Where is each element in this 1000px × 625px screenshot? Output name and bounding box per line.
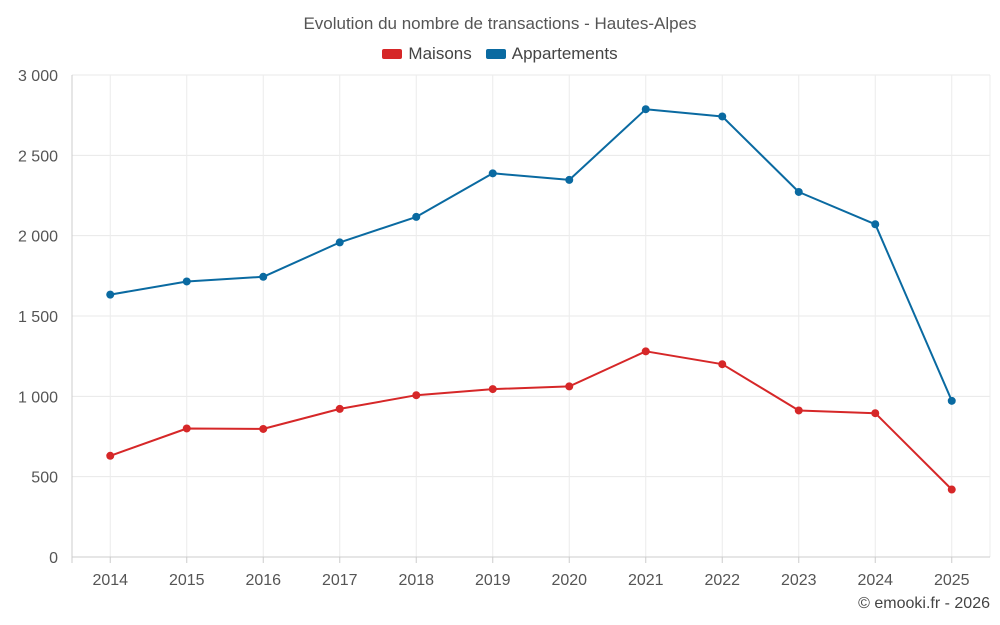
data-point-appartements <box>412 212 421 221</box>
data-point-appartements <box>488 169 497 178</box>
series-line-maisons <box>109 350 953 491</box>
x-tick-label: 2018 <box>398 572 434 589</box>
data-point-maisons <box>488 385 497 394</box>
series-line-appartements <box>110 108 953 402</box>
y-tick-label: 0 <box>49 550 58 567</box>
data-point-appartements <box>335 238 344 247</box>
data-point-maisons <box>718 360 727 369</box>
x-tick-label: 2020 <box>551 572 587 589</box>
x-tick-label: 2016 <box>245 572 281 589</box>
chart-title: Evolution du nombre de transactions - Ha… <box>303 14 697 33</box>
data-point-appartements <box>106 290 115 299</box>
x-tick-label: 2023 <box>781 572 817 589</box>
legend-label-appartements: Appartements <box>511 44 618 63</box>
data-point-maisons <box>259 424 268 433</box>
grid-lines <box>72 74 991 557</box>
y-tick-label: 2 000 <box>18 229 58 246</box>
data-point-maisons <box>641 347 650 356</box>
data-point-maisons <box>106 451 115 460</box>
axes: 0 500 1 000 1 500 2 000 2 500 3 000 2014 2015 201… <box>18 68 990 589</box>
legend-item-appartements[interactable]: Appartements <box>485 44 618 64</box>
x-tick-label: 2021 <box>628 572 664 589</box>
data-point-appartements <box>641 105 650 114</box>
legend-label-maisons: Maisons <box>408 44 472 63</box>
x-tick-label: 2025 <box>934 572 970 589</box>
y-tick-label: 3 000 <box>18 68 58 85</box>
y-tick-label: 500 <box>31 470 58 487</box>
data-point-maisons <box>794 406 803 415</box>
series-group <box>106 105 956 494</box>
data-point-maisons <box>335 404 344 413</box>
data-point-appartements <box>259 272 268 281</box>
data-point-appartements <box>565 175 574 184</box>
x-tick-label: 2017 <box>322 572 358 589</box>
data-point-appartements <box>794 187 803 196</box>
data-point-appartements <box>182 277 191 286</box>
legend: Maisons Appartements <box>0 44 1000 64</box>
data-point-maisons <box>871 409 880 418</box>
x-tick-label: 2024 <box>857 572 893 589</box>
data-point-appartements <box>871 220 880 229</box>
data-point-maisons <box>412 391 421 400</box>
data-point-maisons <box>565 382 574 391</box>
data-point-appartements <box>718 112 727 121</box>
legend-item-maisons[interactable]: Maisons <box>382 44 472 64</box>
data-point-maisons <box>947 485 956 494</box>
y-tick-label: 2 500 <box>18 148 58 165</box>
data-point-appartements <box>947 396 956 405</box>
data-point-maisons <box>182 424 191 433</box>
x-tick-label: 2015 <box>169 572 205 589</box>
x-tick-label: 2022 <box>704 572 740 589</box>
y-tick-label: 1 000 <box>18 389 58 406</box>
legend-swatch-maisons <box>382 49 403 59</box>
legend-swatch-appartements <box>485 49 506 59</box>
credit-text: © emooki.fr - 2026 <box>858 595 990 612</box>
x-tick-label: 2014 <box>92 572 128 589</box>
x-tick-label: 2019 <box>475 572 511 589</box>
y-tick-label: 1 500 <box>18 309 58 326</box>
